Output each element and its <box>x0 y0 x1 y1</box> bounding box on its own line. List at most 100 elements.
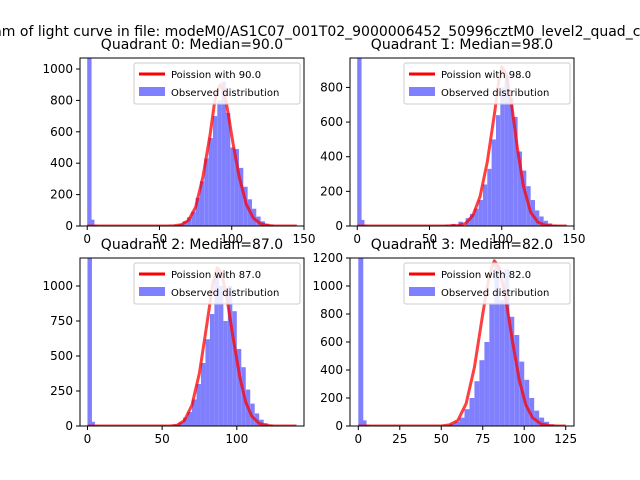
figure-suptitle: Histogram of light curve in file: modeM0… <box>0 24 640 40</box>
x-tick-label: 100 <box>225 432 248 446</box>
y-tick-label: 400 <box>320 150 343 164</box>
legend-box <box>403 62 571 105</box>
x-tick-label: 150 <box>293 232 316 246</box>
histogram-bar <box>357 58 362 226</box>
y-tick-label: 200 <box>320 184 343 198</box>
subplot-quadrant-3: 0 25 50 75 100 125 0 200 400 600 800 1000 1200 Quadra… <box>312 237 577 446</box>
x-tick-label: 50 <box>152 232 167 246</box>
x-tick-label: 0 <box>84 432 92 446</box>
legend-label-poisson: Poission with 98.0 <box>441 70 531 81</box>
histogram-bar <box>479 360 485 426</box>
y-tick-label: 750 <box>50 314 73 328</box>
histogram-bar <box>90 421 95 426</box>
histogram-bar <box>191 211 196 226</box>
histogram-bar <box>484 342 490 426</box>
histogram-bar <box>478 200 483 226</box>
histogram-bar <box>509 316 515 426</box>
y-tick-label: 400 <box>320 363 343 377</box>
y-tick-label: 800 <box>320 307 343 321</box>
x-tick-label: 0 <box>83 232 91 246</box>
y-tick-label: 200 <box>320 391 343 405</box>
x-tick-label: 0 <box>354 432 362 446</box>
histogram-bar <box>487 168 492 226</box>
x-tick-label: 125 <box>554 432 577 446</box>
histogram-bar <box>500 87 505 226</box>
histogram-bar <box>187 412 192 426</box>
y-tick-label: 1000 <box>312 279 343 293</box>
y-tick-label: 500 <box>50 349 73 363</box>
histogram-bar <box>196 384 201 426</box>
legend-swatch-observed <box>409 287 435 296</box>
histogram-bar <box>230 147 235 226</box>
plot-area-3 <box>358 258 566 426</box>
legend-label-poisson: Poission with 87.0 <box>171 270 261 281</box>
x-tick-label: 75 <box>475 432 490 446</box>
histogram-bar <box>87 258 92 426</box>
histogram-bar <box>212 116 218 226</box>
legend-swatch-observed <box>409 87 435 96</box>
histogram-bar <box>521 170 527 226</box>
histogram-bar <box>192 399 197 426</box>
histogram-bar <box>513 116 518 226</box>
histogram-bar <box>543 220 548 226</box>
histogram-bar <box>209 314 215 426</box>
histogram-bar <box>469 213 475 226</box>
y-tick-label: 1200 <box>312 251 343 265</box>
legend: Poission with 98.0 Observed distribution <box>403 62 571 105</box>
legend-swatch-observed <box>139 87 165 96</box>
histogram-bar <box>221 81 226 226</box>
y-tick-label: 1000 <box>42 279 73 293</box>
x-tick-label: 100 <box>513 432 536 446</box>
histogram-bar <box>534 410 540 426</box>
subplot-quadrant-1: 0 50 100 150 0 200 400 600 800 Quadrant 1: Median… <box>320 37 585 246</box>
histogram-bar <box>236 349 242 426</box>
y-tick-label: 0 <box>65 219 73 233</box>
poisson-curve <box>87 83 297 226</box>
legend: Poission with 82.0 Observed distribution <box>403 262 571 305</box>
y-tick-label: 600 <box>320 335 343 349</box>
y-tick-label: 800 <box>50 93 73 107</box>
histogram-bar <box>217 100 222 226</box>
y-tick-label: 800 <box>320 80 343 94</box>
plot-area-2 <box>87 258 297 426</box>
legend: Poission with 90.0 Observed distribution <box>133 62 301 105</box>
subplot-title: Quadrant 2: Median=87.0 <box>101 237 283 253</box>
x-tick-label: 50 <box>422 232 437 246</box>
x-tick-label: 100 <box>220 232 243 246</box>
legend-label-observed: Observed distribution <box>441 88 549 99</box>
legend-label-poisson: Poission with 90.0 <box>171 70 261 81</box>
legend-label-observed: Observed distribution <box>171 288 279 299</box>
legend-box <box>133 62 301 105</box>
subplot-title: Quadrant 3: Median=82.0 <box>371 237 553 253</box>
histogram-bar <box>227 286 233 426</box>
axes-frame <box>79 257 305 427</box>
histogram-bar <box>232 311 237 426</box>
histogram-bar <box>517 151 522 226</box>
histogram-bar <box>469 398 475 426</box>
histogram-bar <box>489 302 495 426</box>
legend: Poission with 87.0 Observed distribution <box>133 262 301 305</box>
histogram-bar <box>204 158 209 226</box>
x-tick-label: 50 <box>434 432 449 446</box>
histogram-bar <box>234 149 239 226</box>
subplot-quadrant-0: 0 50 100 150 0 200 400 600 800 1000 Quadrant 0: Me… <box>42 37 315 246</box>
legend-box <box>403 262 571 305</box>
histogram-bar <box>214 274 219 426</box>
histogram-bar <box>534 210 540 226</box>
histogram-bar <box>195 197 200 226</box>
histogram-bar <box>200 363 206 426</box>
histogram-bar <box>499 300 505 426</box>
histogram-bar <box>223 321 228 426</box>
x-tick-label: 150 <box>563 232 586 246</box>
histogram-bar <box>90 219 95 226</box>
y-tick-label: 600 <box>320 115 343 129</box>
subplot-title: Quadrant 0: Median=90.0 <box>101 37 283 53</box>
histogram-bar <box>205 339 210 426</box>
x-tick-label: 25 <box>392 432 407 446</box>
histogram-bar <box>459 417 465 426</box>
axes-frame <box>79 57 305 227</box>
y-tick-label: 0 <box>65 419 73 433</box>
histogram-bar <box>494 265 500 426</box>
